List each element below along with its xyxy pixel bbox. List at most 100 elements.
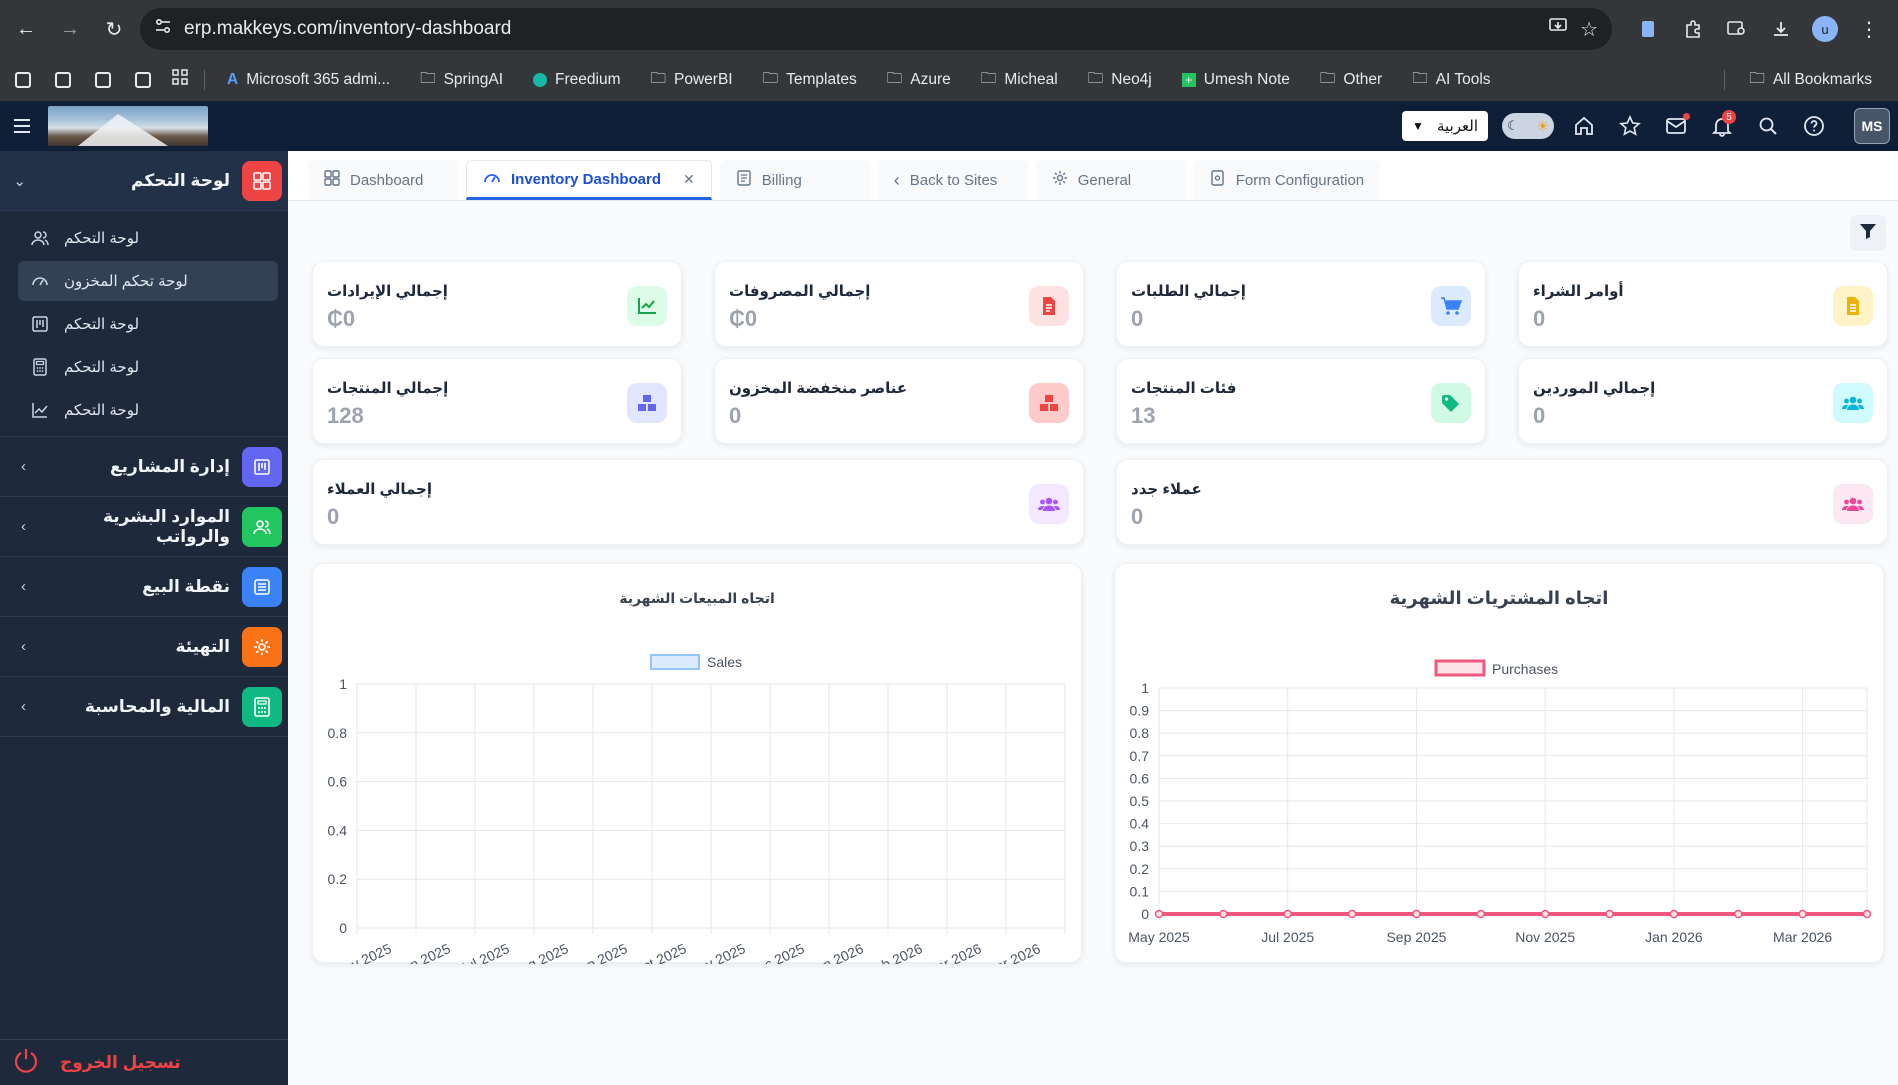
bookmark-other[interactable]: 🗀 Other [1308,66,1394,93]
bookmark-app-icon[interactable] [55,71,71,88]
stat-card[interactable]: إجمالي العملاء 0 [312,459,1084,545]
stat-title: إجمالي المصروفات [729,283,871,300]
legend-swatch [650,654,700,670]
notifications-bell-icon[interactable]: 5 [1706,110,1738,142]
stat-title: أوامر الشراء [1533,283,1624,300]
stat-value: ₵0 [729,306,758,331]
bookmark-app-icon[interactable] [15,71,31,88]
site-settings-icon[interactable] [154,17,172,41]
tab-search-icon[interactable] [1722,14,1752,44]
logout-button[interactable]: تسجيل الخروج [0,1039,288,1085]
bookmark-ai-tools[interactable]: 🗀 AI Tools [1400,66,1502,93]
sidebar-item-label: لوحة التحكم [64,359,140,376]
bookmark-microsoft-365[interactable]: A Microsoft 365 admi... [227,70,391,88]
y-tick-label: 0 [1141,906,1149,922]
sidebar-item-inventory-dashboard[interactable]: لوحة تحكم المخزون [18,261,278,301]
mail-icon[interactable] [1660,110,1692,142]
bookmark-springai[interactable]: 🗀 SpringAI [408,66,515,93]
stat-card[interactable]: عناصر منخفضة المخزون 0 [714,358,1084,444]
y-tick-label: 0 [339,920,347,936]
user-avatar[interactable]: MS [1854,108,1890,144]
sidebar-item-dashboard[interactable]: لوحة التحكم [18,390,278,430]
bookmark-templates[interactable]: 🗀 Templates [751,66,869,93]
close-tab-icon[interactable]: ✕ [683,170,695,187]
freedium-logo-icon [533,72,548,87]
bookmark-app-icon[interactable] [95,71,111,88]
stat-card[interactable]: إجمالي المنتجات 128 [312,358,682,444]
stat-value: ₵0 [327,306,356,331]
url-text[interactable]: erp.makkeys.com/inventory-dashboard [184,18,512,39]
stat-card[interactable]: إجمالي الطلبات 0 [1116,261,1486,347]
filter-button[interactable] [1850,215,1886,251]
search-icon[interactable] [1752,110,1784,142]
profile-avatar[interactable]: u [1810,14,1840,44]
tab-label: Back to Sites [909,171,998,189]
favorites-star-icon[interactable] [1614,110,1646,142]
bookmark-star-icon[interactable]: ☆ [1580,18,1598,41]
chevron-right-icon: › [21,518,26,535]
sidebar-item-dashboard[interactable]: لوحة التحكم [18,304,278,344]
document-icon [1833,286,1873,326]
stat-value: 13 [1131,403,1156,428]
sidebar-group-finance-accounting[interactable]: المالية والمحاسبة › [0,677,288,737]
boxes-icon [627,383,667,423]
bookmark-micheal[interactable]: 🗀 Micheal [969,66,1070,93]
stat-card[interactable]: أوامر الشراء 0 [1518,261,1888,347]
stat-card[interactable]: إجمالي المصروفات ₵0 [714,261,1084,347]
sidebar-group-project-management[interactable]: إدارة المشاريع › [0,437,288,497]
tab-billing[interactable]: Billing [719,160,870,200]
bookmark-powerbi[interactable]: 🗀 PowerBI [639,66,745,93]
apps-grid-icon[interactable] [172,69,188,90]
mail-unread-dot [1683,113,1690,120]
theme-toggle[interactable]: ☾ ☀ [1502,113,1554,139]
y-tick-label: 0.4 [328,822,348,838]
tab-form-configuration[interactable]: Form Configuration [1193,160,1381,200]
home-icon[interactable] [1568,110,1600,142]
azure-logo-icon: A [227,70,239,88]
address-bar[interactable]: erp.makkeys.com/inventory-dashboard ☆ [140,8,1612,50]
bookmark-app-icon[interactable] [135,71,151,88]
bookmark-freedium[interactable]: Freedium [521,71,632,89]
receipt-icon [736,170,752,190]
back-icon[interactable]: ← [16,17,36,40]
all-bookmarks[interactable]: 🗀 All Bookmarks [1737,66,1884,93]
company-logo[interactable] [48,106,208,146]
sidebar-group-dashboard[interactable]: لوحة التحكم ⌄ [0,151,288,211]
bookmark-umesh-note[interactable]: + Umesh Note [1170,71,1302,89]
extensions-puzzle-icon[interactable] [1678,14,1708,44]
filter-icon [1859,222,1877,245]
sidebar-item-label: لوحة التحكم [64,230,140,247]
bookmark-azure[interactable]: 🗀 Azure [875,66,963,93]
downloads-icon[interactable] [1766,14,1796,44]
folder-icon: 🗀 [650,70,667,87]
forward-icon[interactable]: → [60,17,80,40]
bookmark-neo4j[interactable]: 🗀 Neo4j [1076,66,1164,93]
stat-value: 0 [1131,504,1144,529]
tab-back-to-sites[interactable]: ‹ Back to Sites [877,160,1028,200]
tab-inventory-dashboard[interactable]: Inventory Dashboard ✕ [466,160,712,200]
stat-card[interactable]: إجمالي الإيرادات ₵0 [312,261,682,347]
hamburger-menu-icon[interactable] [0,101,44,151]
x-tick-label: Nov 2025 [1515,929,1575,945]
sidebar-group-hr-payroll[interactable]: الموارد البشرية والرواتب › [0,497,288,557]
sidebar-group-label: إدارة المشاريع [110,456,230,476]
sidebar-group-setup[interactable]: التهيئة › [0,617,288,677]
stat-card[interactable]: فئات المنتجات 13 [1116,358,1486,444]
sidebar-item-dashboard[interactable]: لوحة التحكم [18,218,278,258]
data-point [1412,909,1421,919]
browser-menu-icon[interactable]: ⋮ [1859,18,1879,41]
extension-doc-icon[interactable] [1634,14,1664,44]
chart-title: اتجاه المشتريات الشهرية [1389,588,1609,608]
sidebar-item-dashboard[interactable]: لوحة التحكم [18,347,278,387]
language-select[interactable]: ▼ العربية [1402,111,1488,141]
install-app-icon[interactable] [1548,16,1568,42]
stat-card[interactable]: عملاء جدد 0 [1116,459,1888,545]
x-tick-label: Sep 2025 [1386,929,1446,945]
tab-dashboard[interactable]: Dashboard [308,160,458,200]
reload-icon[interactable]: ↻ [105,18,123,41]
tab-general[interactable]: General [1035,160,1186,200]
stat-card[interactable]: إجمالي الموردين 0 [1518,358,1888,444]
help-icon[interactable] [1798,110,1830,142]
notification-count-badge: 5 [1722,110,1736,124]
sidebar-group-point-of-sale[interactable]: نقطة البيع › [0,557,288,617]
